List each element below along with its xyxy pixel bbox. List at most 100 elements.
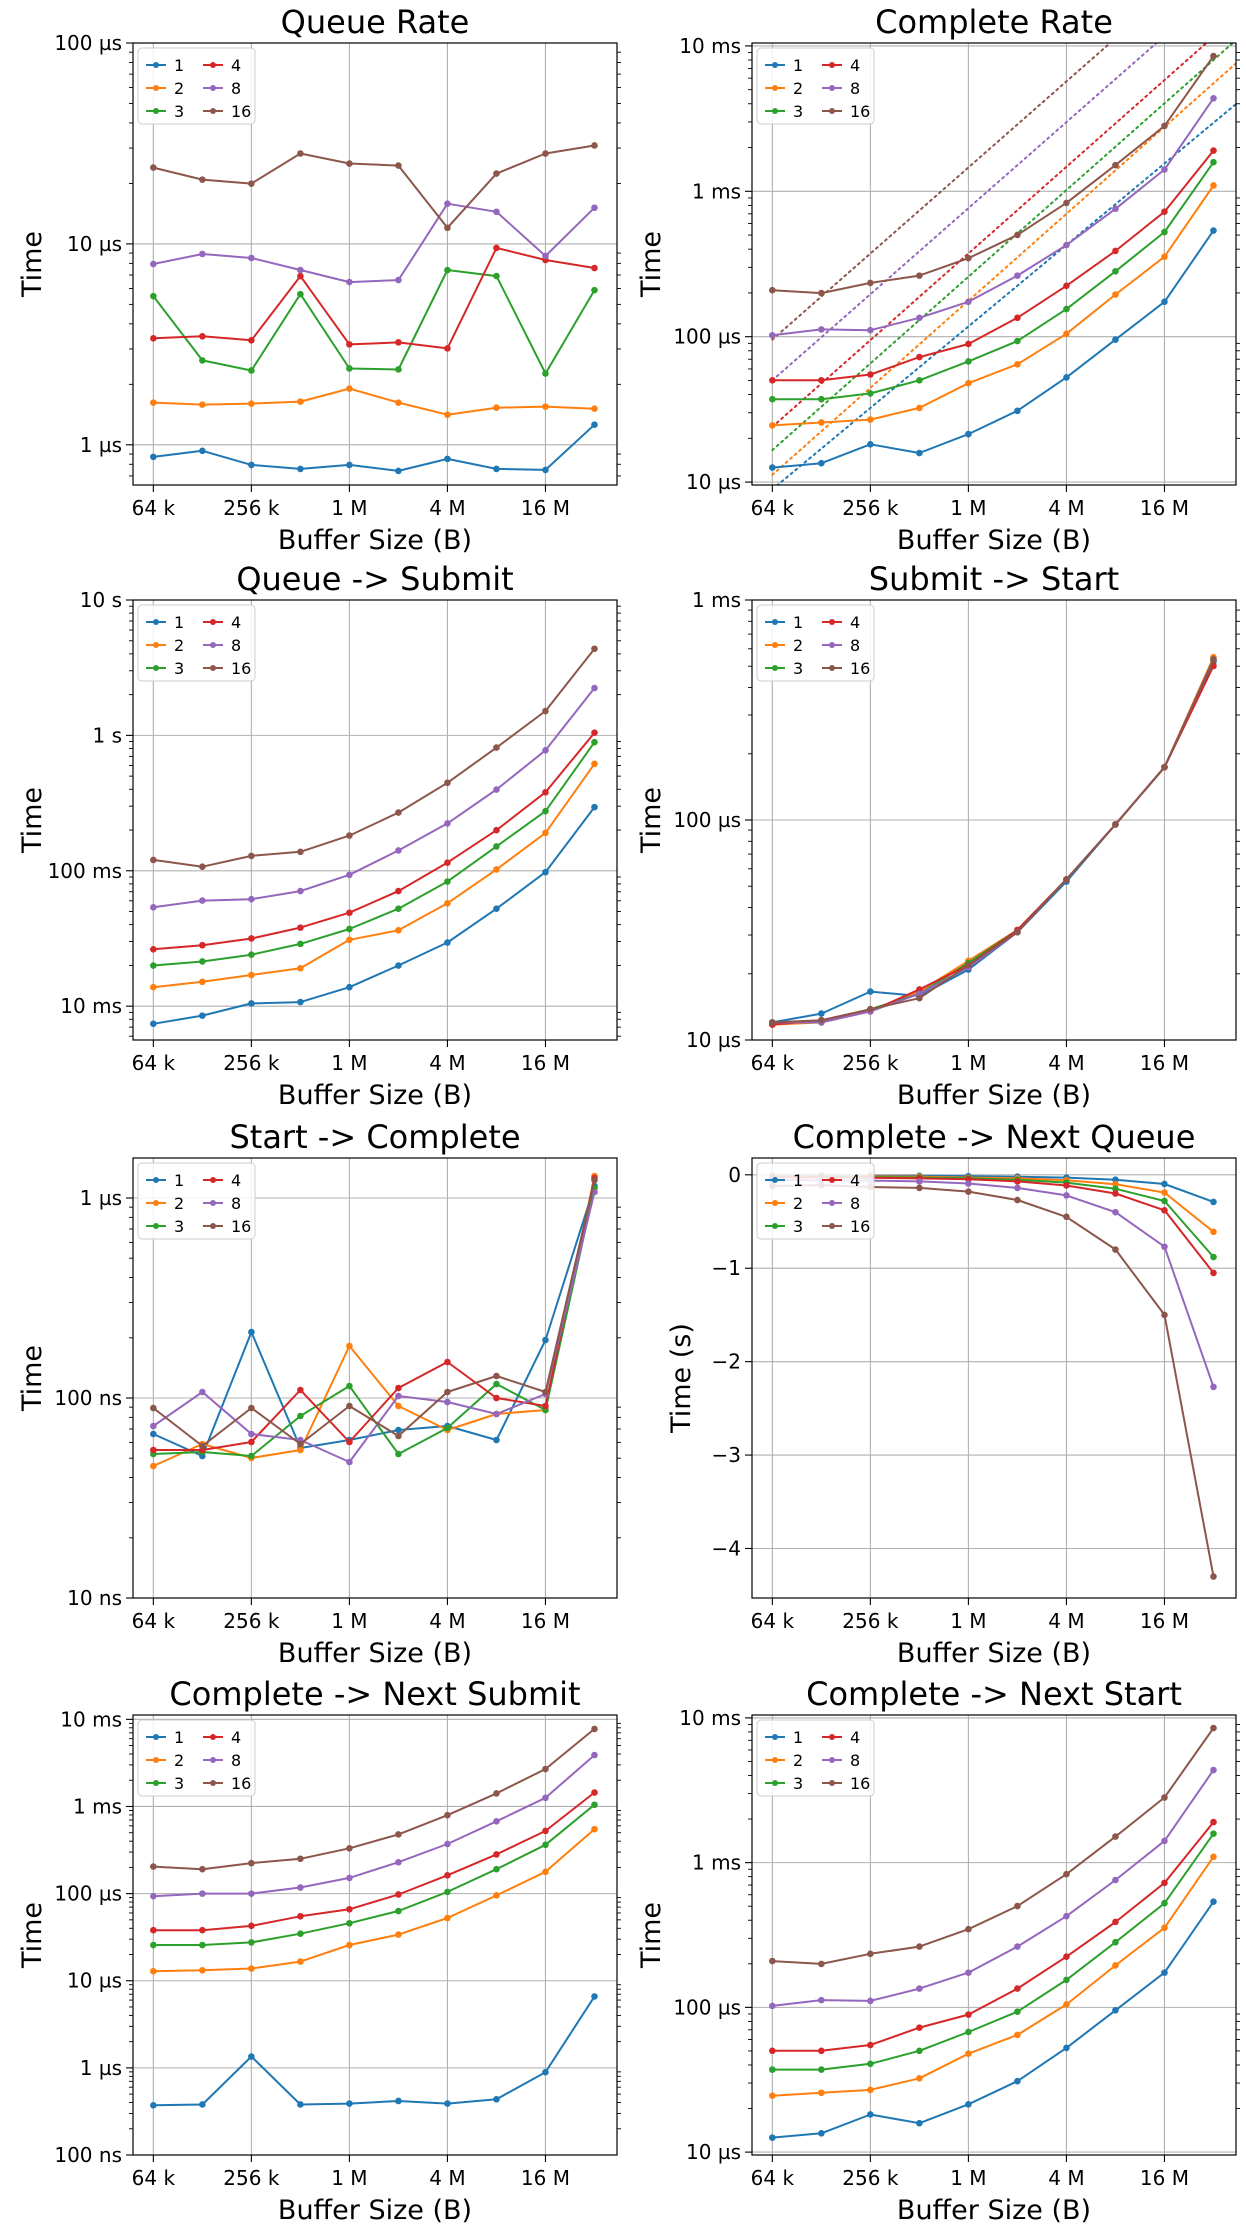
data-point [297,290,304,298]
data-point [444,1840,451,1848]
data-point [150,1863,157,1870]
data-point [346,278,353,286]
y-tick-label: 10 µs [67,232,122,256]
data-point [493,1817,500,1825]
data-point [444,899,451,907]
data-point [199,958,206,965]
data-point [1112,1185,1119,1193]
data-point [965,298,972,306]
data-point [150,945,157,953]
data-point [965,2028,972,2036]
series-line-2 [153,763,596,989]
data-point [1063,1192,1070,1199]
legend-label: 8 [850,79,860,98]
y-tick-label: 10 ms [60,994,122,1018]
y-tick-label: 100 µs [673,325,741,349]
data-point [248,1939,255,1946]
data-point [965,379,972,387]
y-tick-label: 10 ms [60,1707,122,1731]
data-point [1014,1184,1021,1192]
chart-complete-rate: 64 k 256 k 1 M 4 M 16 M 10 µs 100 µs 1 ms 10 ms 1… [636,3,1240,556]
series-line-1 [153,806,596,1025]
data-point [248,1430,255,1438]
legend-label: 1 [174,56,184,75]
legend-label: 4 [850,613,860,632]
plot-frame [751,599,1237,1041]
data-point [1014,2031,1021,2039]
data-point [150,983,157,991]
data-point [444,411,451,418]
y-tick-label: 1 s [92,723,122,747]
data-point [916,377,923,384]
data-point [199,1012,206,1019]
legend-marker [153,1223,159,1229]
legend-label: 1 [174,1728,184,1747]
legend-marker [829,62,835,68]
legend-label: 16 [231,102,251,121]
series-line-3 [153,1803,596,1946]
data-point [1014,337,1021,345]
legend-marker [829,665,835,671]
data-point [248,254,255,262]
data-point [297,1912,304,1920]
data-point [395,2097,402,2105]
data-point [818,2066,825,2073]
data-point [1112,1918,1119,1926]
y-tick-label: 0 [728,1163,741,1187]
legend-marker [829,85,835,91]
data-point [395,1384,402,1392]
series-line-4 [772,149,1215,382]
legend [137,1162,256,1240]
data-point [1063,1870,1070,1878]
series-line-3 [772,658,1215,1024]
data-point [1161,1189,1168,1196]
legend-marker [153,1200,159,1206]
data-point [1014,231,1021,239]
y-tick-label: −2 [712,1350,741,1374]
data-point [542,788,549,796]
data-point [297,887,304,895]
data-point [493,1790,500,1797]
data-point [1161,208,1168,215]
data-point [1210,227,1217,234]
series-line-8 [772,1769,1215,2007]
data-point [346,365,353,372]
data-point [346,1382,353,1390]
data-point [916,1184,923,1192]
legend-label: 4 [850,1171,860,1190]
series-line-1 [772,230,1215,469]
legend-label: 4 [231,56,241,75]
data-point [1014,2008,1021,2016]
data-point [1112,205,1119,213]
data-point [591,204,598,212]
legend-label: 1 [174,1171,184,1190]
x-tick-label: 1 M [950,1051,986,1075]
data-point [493,1394,500,1402]
data-point [493,170,500,177]
data-point [1014,314,1021,322]
data-point [867,416,874,423]
y-tick-label: 10 ms [679,34,741,58]
data-point [1161,1197,1168,1205]
legend-label: 2 [793,636,803,655]
legend-marker [829,642,835,648]
data-point [493,2095,500,2103]
x-tick-label: 16 M [521,2166,570,2190]
data-point [591,1993,598,2000]
legend-marker [210,108,216,114]
data-point [867,371,874,378]
chart-start-complete: 64 k 256 k 1 M 4 M 16 M 10 ns 100 ns 1 µs 1 2 3 4 8 1… [17,1118,621,1669]
data-point [444,345,451,352]
data-point [493,1410,500,1418]
data-point [591,142,598,149]
x-axis-label: Buffer Size (B) [278,525,472,556]
legend-label: 4 [231,613,241,632]
data-point [297,272,304,280]
data-point [965,1188,972,1195]
legend-label: 16 [850,1217,870,1236]
data-point [916,449,923,457]
data-point [346,1919,353,1927]
y-tick-label: −4 [712,1536,741,1560]
legend-marker [210,1177,216,1183]
x-axis-label: Buffer Size (B) [278,1080,472,1111]
